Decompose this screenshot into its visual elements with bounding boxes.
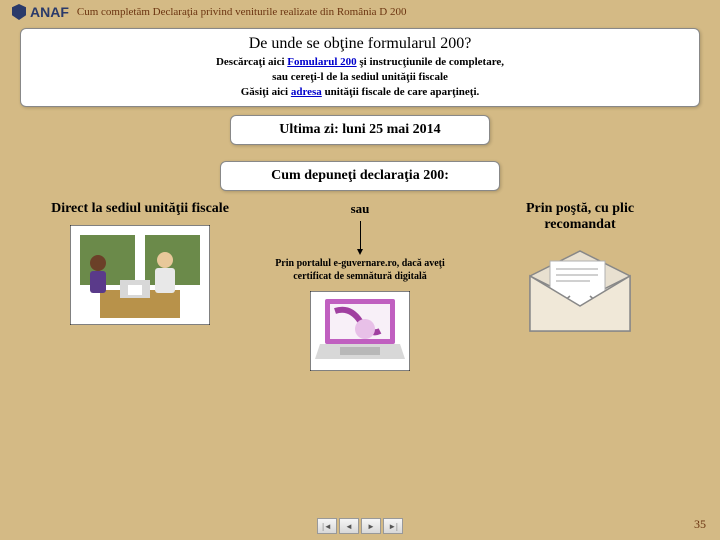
nav-prev-button[interactable]: ◄ [339, 518, 359, 534]
nav-next-button[interactable]: ► [361, 518, 381, 534]
deadline-box: Ultima zi: luni 25 mai 2014 [230, 115, 490, 145]
arrow-down-icon [360, 221, 361, 251]
envelope-illustration [490, 241, 670, 341]
method-direct: Direct la sediul unităţii fiscale [50, 201, 230, 325]
portal-text: Prin portalul e-guvernare.ro, dacă aveţi… [270, 257, 450, 283]
nav-first-button[interactable]: |◄ [317, 518, 337, 534]
office-illustration [50, 225, 230, 325]
method-post: Prin poştă, cu plic recomandat [490, 201, 670, 341]
method-direct-title: Direct la sediul unităţii fiscale [50, 201, 230, 217]
laptop-icon [310, 291, 410, 371]
envelope-icon [520, 241, 640, 341]
form-source-box: De unde se obţine formularul 200? Descăr… [20, 28, 700, 107]
page-title: Cum completăm Declaraţia privind venitur… [77, 6, 407, 18]
download-line: Descărcaţi aici Fomularul 200 şi instruc… [31, 55, 689, 70]
laptop-illustration [270, 291, 450, 371]
office-icon [70, 225, 210, 325]
method-portal: sau Prin portalul e-guvernare.ro, dacă a… [270, 201, 450, 371]
anaf-logo: ANAF [12, 4, 69, 20]
or-label: sau [270, 201, 450, 217]
header: ANAF Cum completăm Declaraţia privind ve… [0, 0, 720, 24]
submit-title-box: Cum depuneţi declaraţia 200: [220, 161, 500, 191]
slide-nav: |◄ ◄ ► ►| [317, 518, 403, 534]
method-post-title: Prin poştă, cu plic recomandat [490, 201, 670, 233]
request-line: sau cereţi-l de la sediul unităţii fisca… [31, 70, 689, 85]
shield-icon [12, 4, 26, 20]
address-link[interactable]: adresa [291, 86, 322, 98]
form-source-heading: De unde se obţine formularul 200? [31, 35, 689, 53]
page-number: 35 [694, 517, 706, 532]
logo-text: ANAF [30, 4, 69, 20]
submission-methods: Direct la sediul unităţii fiscale sau Pr… [0, 201, 720, 371]
form-200-link[interactable]: Fomularul 200 [287, 56, 356, 68]
address-line: Găsiţi aici adresa unităţii fiscale de c… [31, 85, 689, 100]
nav-last-button[interactable]: ►| [383, 518, 403, 534]
